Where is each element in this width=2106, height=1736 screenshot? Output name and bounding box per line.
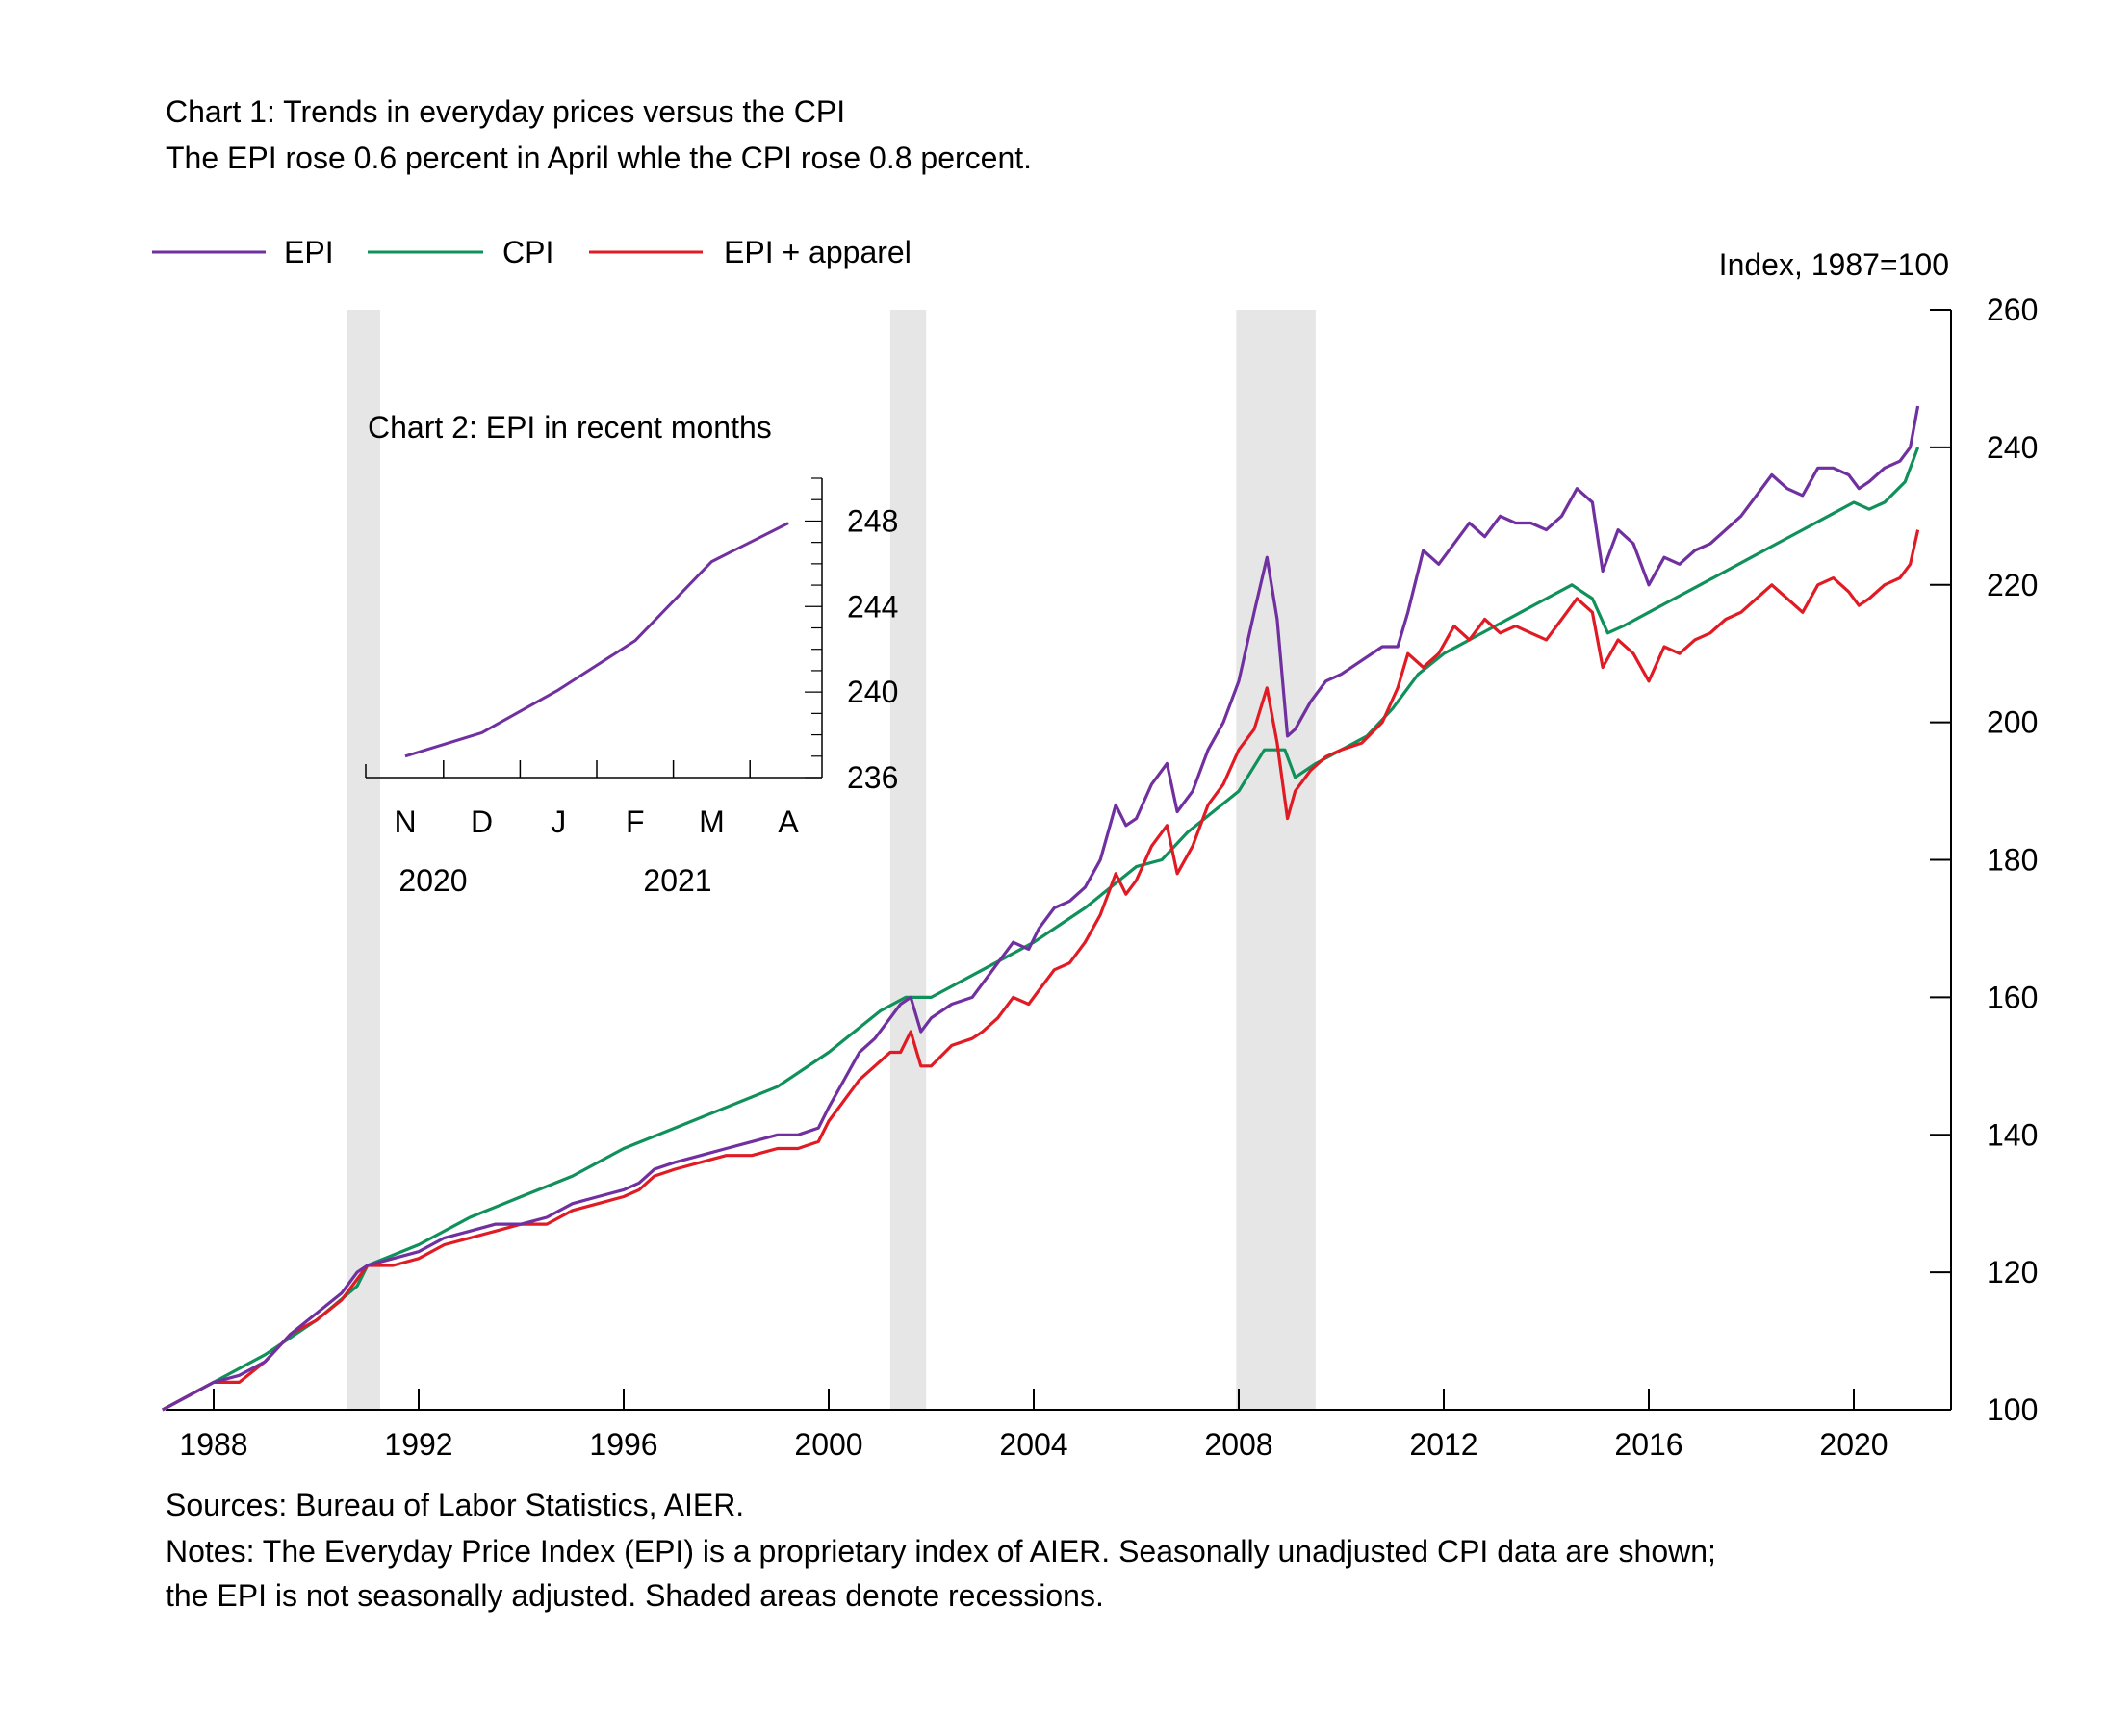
y-axis-label: Index, 1987=100 <box>1719 247 1949 282</box>
inset-x-label-J: J <box>551 804 566 839</box>
sources-note: Sources: Bureau of Labor Statistics, AIE… <box>166 1488 745 1522</box>
x-tick-label-2000: 2000 <box>794 1427 862 1462</box>
chart-title: Chart 1: Trends in everyday prices versu… <box>166 94 846 129</box>
inset-x-label-M: M <box>699 804 725 839</box>
series-line-cpi <box>162 447 1920 1412</box>
y-tick-label-160: 160 <box>1987 980 2038 1014</box>
inset-series-line <box>404 522 789 758</box>
x-tick-label-1988: 1988 <box>179 1427 247 1462</box>
x-tick-label-1996: 1996 <box>589 1427 657 1462</box>
main-axes: 1988 1992 1996 2000 2004 2008 2012 2016 2020 100 1… <box>166 293 2038 1462</box>
legend-epi-apparel-label: EPI + apparel <box>724 235 912 269</box>
inset-x-label-A: A <box>778 804 799 839</box>
x-tick-label-2016: 2016 <box>1614 1427 1682 1462</box>
inset-y-label-240: 240 <box>847 675 898 709</box>
y-tick-label-180: 180 <box>1987 843 2038 878</box>
notes-line-2: the EPI is not seasonally adjusted. Shad… <box>166 1578 1104 1613</box>
y-tick-label-200: 200 <box>1987 705 2038 740</box>
x-tick-label-2004: 2004 <box>999 1427 1067 1462</box>
main-series-lines <box>162 405 1920 1412</box>
x-tick-label-1992: 1992 <box>384 1427 452 1462</box>
inset-y-label-236: 236 <box>847 760 898 795</box>
y-tick-label-220: 220 <box>1987 568 2038 602</box>
inset-y-label-248: 248 <box>847 503 898 538</box>
inset-title: Chart 2: EPI in recent months <box>368 410 772 445</box>
recession-band-1 <box>347 310 381 1410</box>
recession-band-3 <box>1236 310 1316 1410</box>
inset-axes: N D J F M A 236 240 244 248 <box>365 477 898 839</box>
x-tick-label-2008: 2008 <box>1204 1427 1272 1462</box>
series-line-epi <box>162 405 1920 1412</box>
y-tick-label-140: 140 <box>1987 1117 2038 1152</box>
legend-epi-label: EPI <box>284 235 334 269</box>
x-tick-label-2020: 2020 <box>1819 1427 1888 1462</box>
inset-chart: Chart 2: EPI in recent months N D J F M A 236 2… <box>365 410 898 898</box>
notes-line-1: Notes: The Everyday Price Index (EPI) is… <box>166 1534 1716 1569</box>
inset-x-label-F: F <box>626 804 645 839</box>
inset-year-2021: 2021 <box>643 863 711 898</box>
legend: EPI CPI EPI + apparel <box>152 235 912 269</box>
recession-shading <box>347 310 1316 1410</box>
series-line-epi-apparel <box>162 529 1920 1412</box>
y-tick-label-260: 260 <box>1987 293 2038 327</box>
x-tick-label-2012: 2012 <box>1409 1427 1477 1462</box>
inset-x-label-D: D <box>471 804 493 839</box>
y-tick-label-100: 100 <box>1987 1392 2038 1427</box>
y-tick-label-120: 120 <box>1987 1255 2038 1289</box>
inset-year-2020: 2020 <box>398 863 467 898</box>
y-tick-label-240: 240 <box>1987 430 2038 465</box>
legend-cpi-label: CPI <box>502 235 553 269</box>
recession-band-2 <box>889 310 927 1410</box>
inset-x-label-N: N <box>394 804 416 839</box>
chart-subtitle: The EPI rose 0.6 percent in April whle t… <box>166 140 1033 175</box>
inset-y-label-244: 244 <box>847 589 898 624</box>
inset-epi-line <box>404 522 789 758</box>
